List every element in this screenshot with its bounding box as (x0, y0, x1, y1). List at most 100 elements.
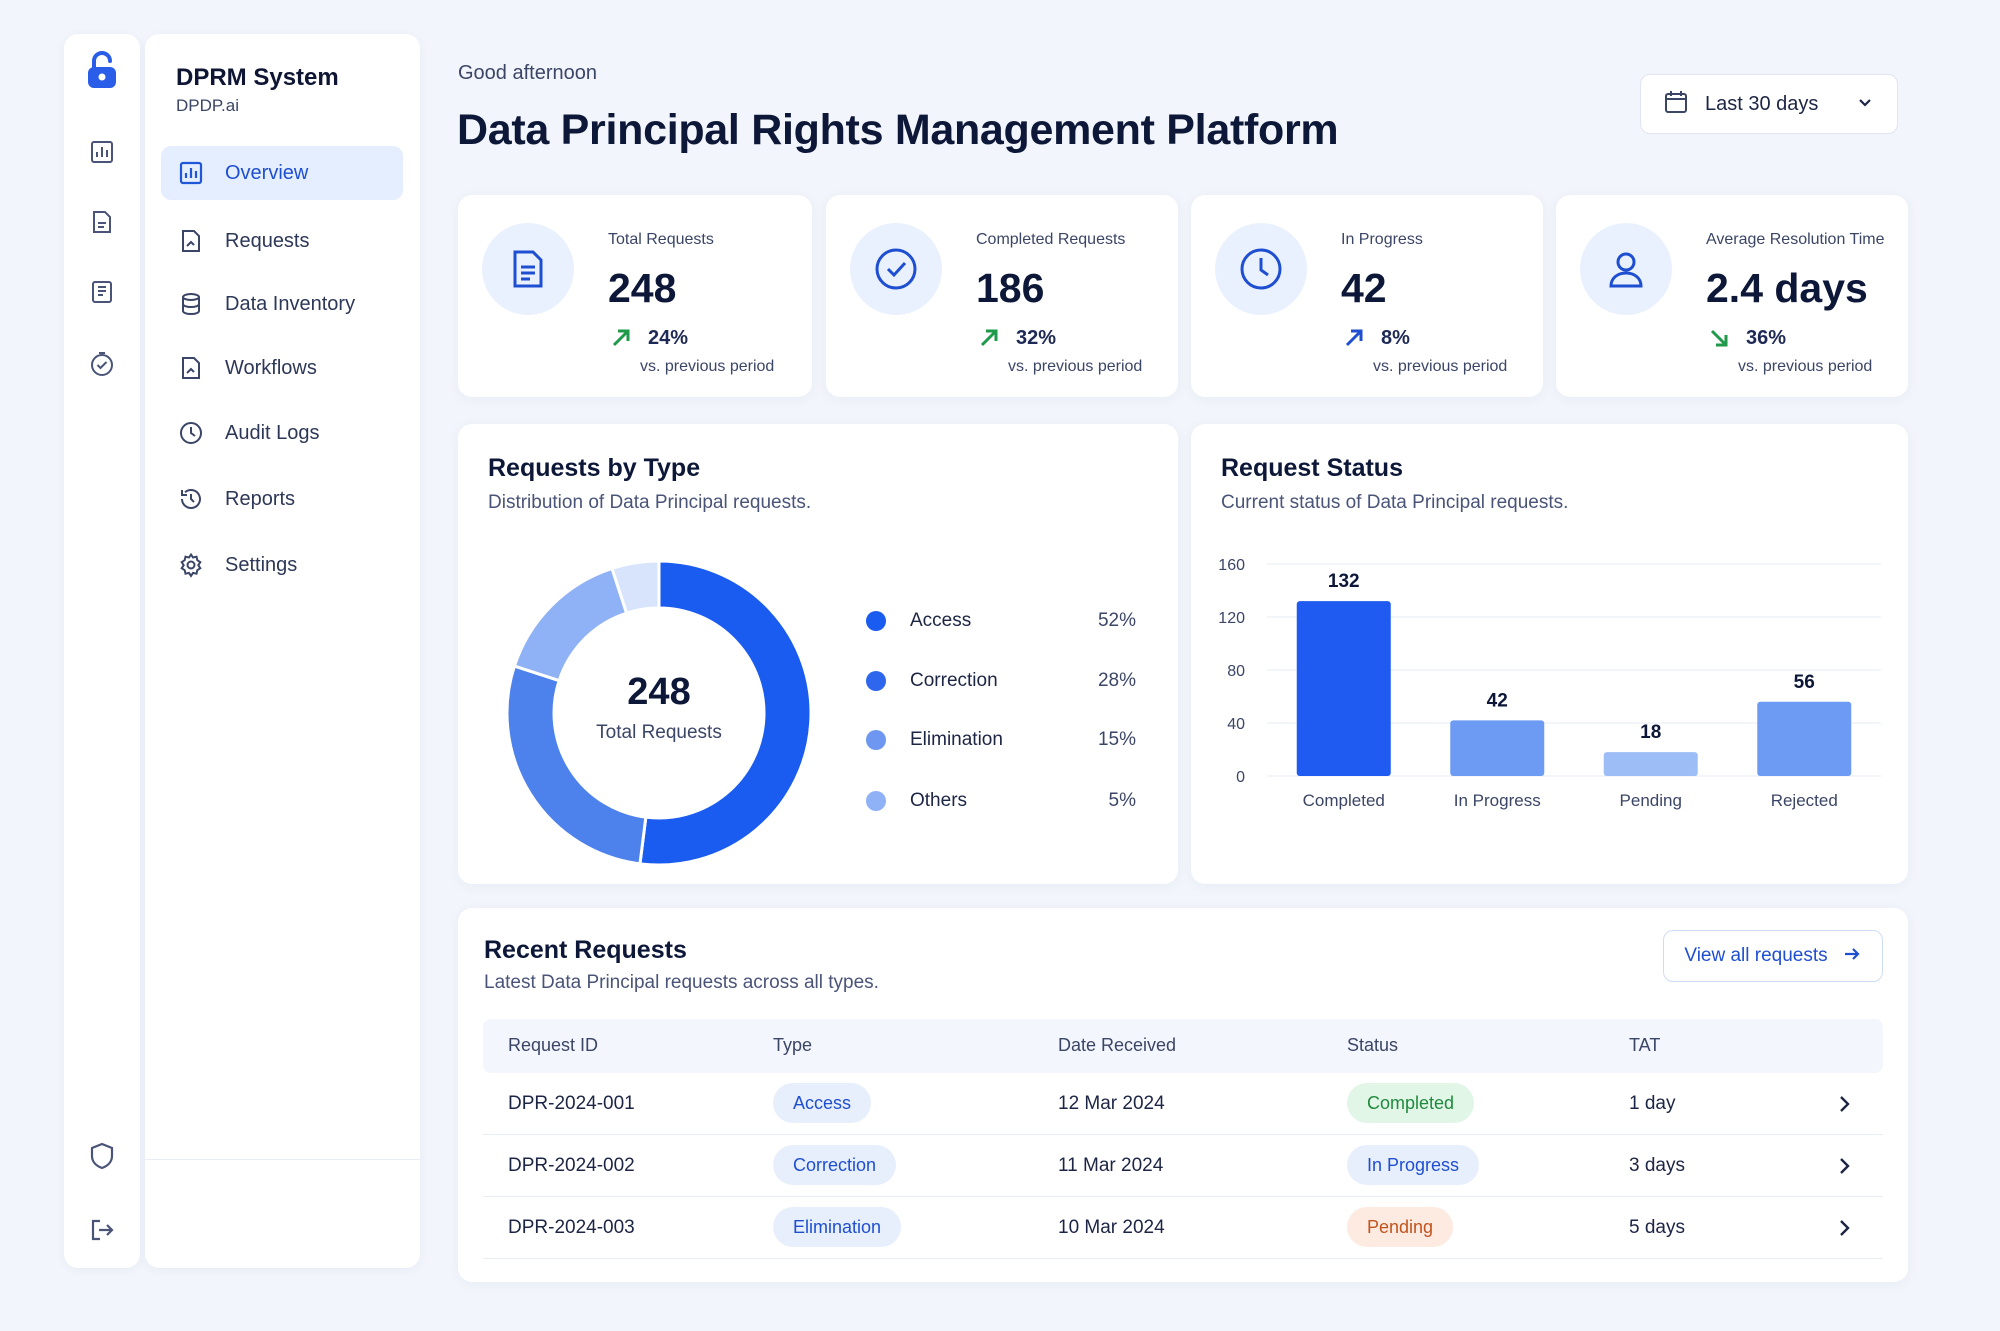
sidebar-item-label: Data Inventory (225, 292, 356, 315)
kpi-value: 42 (1341, 265, 1387, 311)
donut-slice-elimination (512, 566, 629, 683)
arrow-right-icon (1842, 944, 1862, 969)
legend-item: Correction 28% (866, 670, 1136, 692)
kpi-value: 186 (976, 265, 1045, 311)
database-icon (177, 290, 205, 318)
tat-value: 3 days (1629, 1155, 1685, 1176)
file-icon (177, 227, 205, 255)
column-header: Request ID (508, 1035, 599, 1055)
table-row[interactable]: DPR-2024-002 Correction 11 Mar 2024 In P… (483, 1135, 1883, 1197)
column-header: Status (1347, 1035, 1399, 1055)
kpi-delta-value: 32% (1016, 326, 1057, 349)
x-tick-label: In Progress (1454, 791, 1541, 810)
date-range-select[interactable]: Last 30 days (1640, 74, 1898, 134)
sidebar-item-settings[interactable]: Settings (161, 538, 403, 592)
type-badge: Correction (773, 1145, 897, 1185)
chevron-right-icon[interactable] (1831, 1215, 1857, 1241)
table-row[interactable]: DPR-2024-001 Access 12 Mar 2024 Complete… (483, 1073, 1883, 1135)
donut-slice-access (638, 559, 813, 867)
kpi-label: Average Resolution Time (1706, 231, 1885, 248)
sidebar-item-audit-logs[interactable]: Audit Logs (161, 406, 403, 460)
ledger-icon[interactable] (84, 274, 120, 310)
tat-value: 1 day (1629, 1093, 1676, 1114)
y-tick-label: 80 (1227, 663, 1245, 680)
bar-chart: 0 40 80 120 160 132 Completed 42 In Progress 18 Pe… (1218, 557, 1881, 810)
legend-swatch (866, 671, 886, 691)
donut-center-value: 248 (627, 671, 691, 713)
sidebar-item-overview[interactable]: Overview (161, 146, 403, 200)
status-badge: Completed (1347, 1083, 1475, 1123)
sidebar-item-label: Overview (225, 161, 309, 184)
view-all-requests-button[interactable]: View all requests (1663, 930, 1883, 982)
clock-icon (177, 419, 205, 447)
column-header: TAT (1629, 1035, 1661, 1055)
user-icon (1580, 223, 1672, 315)
bar-value-label: 42 (1487, 690, 1508, 711)
history-icon (177, 485, 205, 513)
bar-chart-icon[interactable] (84, 134, 120, 170)
type-badge: Elimination (773, 1207, 902, 1247)
sidebar-item-data-inventory[interactable]: Data Inventory (161, 277, 403, 331)
kpi-delta: 8% (1341, 325, 1410, 351)
sidebar: DPRM System DPDP.ai Overview Requests Da… (145, 34, 420, 1268)
status-badge: In Progress (1347, 1145, 1480, 1185)
date-received: 10 Mar 2024 (1058, 1217, 1165, 1238)
trend-up-icon (1345, 329, 1363, 347)
chevron-down-icon (1855, 92, 1875, 117)
kpi-delta: 32% (976, 325, 1056, 351)
shield-icon[interactable] (84, 1138, 120, 1174)
bar-value-label: 132 (1328, 571, 1360, 592)
sidebar-item-requests[interactable]: Requests (161, 214, 403, 268)
y-tick-label: 0 (1236, 769, 1245, 786)
kpi-label: Completed Requests (976, 231, 1126, 248)
tat-value: 5 days (1629, 1217, 1685, 1238)
x-tick-label: Pending (1620, 791, 1682, 810)
donut-slice-correction (505, 664, 648, 866)
gear-icon (177, 551, 205, 579)
kpi-card-avg-resolution: Average Resolution Time 2.4 days 36% vs.… (1556, 195, 1908, 397)
date-received: 12 Mar 2024 (1058, 1093, 1165, 1114)
page-title: Data Principal Rights Management Platfor… (457, 106, 1339, 154)
legend-label: Access (910, 610, 972, 631)
kpi-value: 248 (608, 265, 677, 311)
request-id: DPR-2024-002 (508, 1155, 635, 1176)
sidebar-item-workflows[interactable]: Workflows (161, 341, 403, 395)
legend-item: Others 5% (866, 790, 1136, 812)
sidebar-divider (145, 1159, 420, 1160)
request-status-card: Request Status Current status of Data Pr… (1191, 424, 1908, 884)
logout-icon[interactable] (84, 1212, 120, 1248)
sidebar-item-label: Requests (225, 229, 310, 252)
legend-value: 52% (1097, 610, 1136, 631)
x-tick-label: Rejected (1771, 791, 1838, 810)
kpi-prev: vs. previous period (1008, 358, 1143, 375)
legend-item: Access 52% (866, 610, 1136, 632)
bar-value-label: 18 (1640, 722, 1661, 743)
chevron-right-icon[interactable] (1831, 1091, 1857, 1117)
document-icon[interactable] (84, 204, 120, 240)
card-subtitle: Current status of Data Principal request… (1221, 492, 1569, 513)
table-header: Request ID Type Date Received Status TAT (483, 1019, 1883, 1073)
status-badge: Pending (1347, 1207, 1454, 1247)
donut-center-label: Total Requests (596, 722, 722, 743)
card-title: Request Status (1221, 454, 1403, 482)
table-row[interactable]: DPR-2024-003 Elimination 10 Mar 2024 Pen… (483, 1197, 1883, 1259)
chevron-right-icon[interactable] (1831, 1153, 1857, 1179)
kpi-prev: vs. previous period (1373, 358, 1508, 375)
legend-label: Elimination (910, 729, 1003, 750)
legend-label: Correction (910, 670, 998, 691)
sidebar-item-reports[interactable]: Reports (161, 472, 403, 526)
legend-value: 15% (1097, 729, 1136, 750)
sidebar-item-label: Workflows (225, 356, 317, 379)
y-tick-label: 160 (1218, 557, 1245, 574)
requests-by-type-card: Requests by Type Distribution of Data Pr… (458, 424, 1178, 884)
legend-swatch (866, 730, 886, 750)
calendar-icon (1663, 89, 1689, 120)
legend-swatch (866, 791, 886, 811)
column-header: Date Received (1058, 1035, 1177, 1055)
date-received: 11 Mar 2024 (1058, 1155, 1164, 1176)
check-circle-icon[interactable] (84, 346, 120, 382)
lock-icon[interactable] (84, 51, 120, 88)
y-tick-label: 120 (1218, 610, 1245, 627)
trend-down-icon (1710, 329, 1728, 347)
bar-chart-icon (177, 159, 205, 187)
